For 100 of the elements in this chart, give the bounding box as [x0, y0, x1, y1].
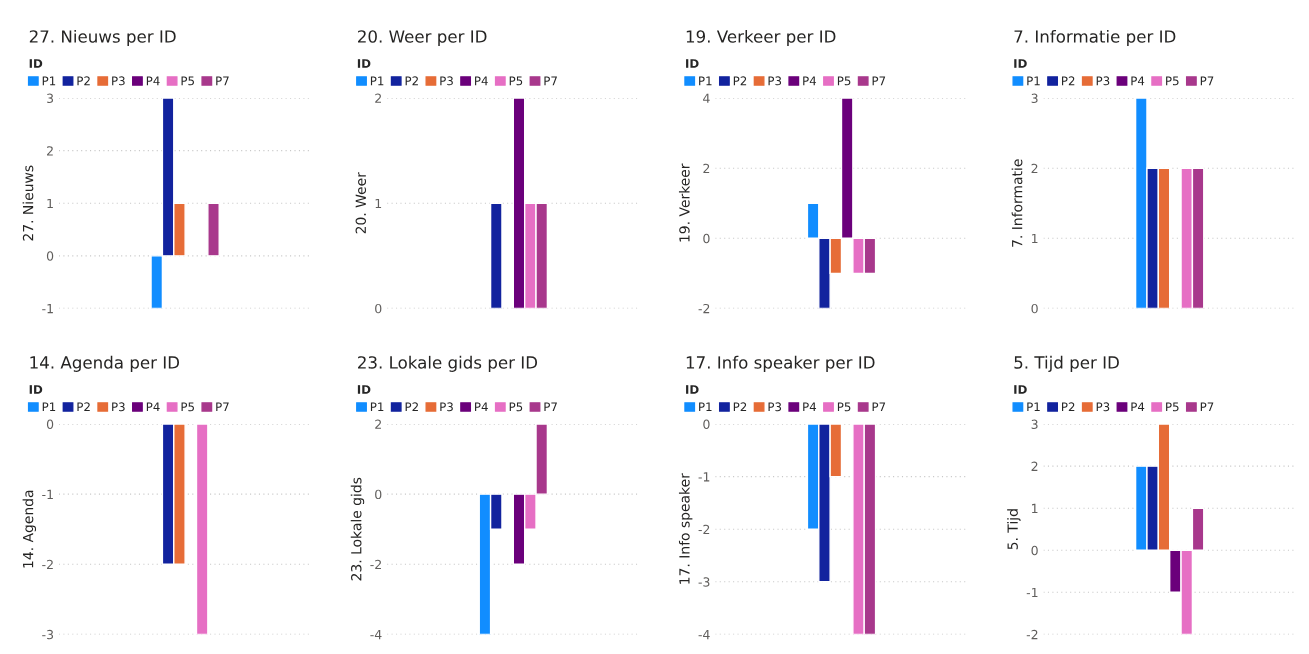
legend-label: P5 [837, 402, 851, 412]
y-tick-label: -1 [698, 472, 710, 482]
y-tick-label: 2 [375, 419, 381, 429]
legend-label: P3 [440, 402, 453, 412]
y-tick-label: 0 [703, 233, 710, 244]
legend-label: P7 [216, 76, 229, 86]
y-tick-label: 0 [46, 419, 54, 429]
legend-title: ID [29, 385, 43, 394]
legend-label: P1 [699, 402, 712, 412]
chart-title: 17. Info speaker per ID [686, 355, 875, 372]
chart-title: 19. Verkeer per ID [686, 29, 836, 47]
y-tick-label: 1 [1032, 503, 1038, 513]
y-tick-label: 2 [1031, 461, 1038, 471]
y-tick-label: 3 [47, 93, 54, 104]
legend-label: P2 [1062, 76, 1075, 86]
legend-title: ID [1014, 385, 1027, 394]
legend-title: ID [1014, 59, 1027, 68]
y-tick-label: 1 [47, 198, 53, 208]
y-tick-label: 4 [703, 93, 710, 103]
chart-title: 20. Weer per ID [358, 30, 487, 47]
legend-label: P1 [1027, 76, 1040, 86]
y-axis-title: 5. Tijd [1007, 509, 1021, 550]
y-tick-label: 2 [1031, 163, 1038, 173]
y-tick-label: 0 [1031, 303, 1038, 314]
legend-label: P2 [405, 402, 418, 412]
legend-label: P3 [112, 76, 125, 86]
legend-title: ID [686, 385, 699, 394]
y-tick-label: -1 [1026, 587, 1038, 598]
legend-label: P3 [1096, 76, 1110, 86]
legend-label: P4 [803, 402, 817, 412]
y-tick-label: -1 [42, 304, 53, 314]
y-tick-label: 0 [375, 303, 382, 314]
legend-title: ID [686, 59, 699, 68]
legend-label: P3 [1096, 402, 1110, 412]
legend-label: P2 [1062, 402, 1075, 412]
legend-label: P4 [146, 76, 160, 86]
legend-label: P2 [405, 76, 418, 86]
y-axis-title: 20. Weer [355, 172, 367, 234]
y-tick-label: 2 [47, 146, 53, 156]
y-tick-label: -1 [42, 489, 53, 499]
legend-label: P7 [216, 402, 229, 412]
y-tick-label: -4 [698, 630, 710, 640]
y-tick-label: 1 [1032, 233, 1038, 244]
y-tick-label: -2 [698, 303, 710, 314]
y-axis-title: 17. Info speaker [678, 473, 693, 584]
chart-title: 14. Agenda per ID [30, 355, 180, 372]
legend-label: P4 [146, 402, 160, 412]
y-axis-title: 7. Informatie [1011, 159, 1023, 247]
legend-label: P4 [803, 76, 817, 86]
y-axis-title: 19. Verkeer [678, 163, 690, 242]
y-tick-label: 3 [1031, 419, 1038, 429]
y-axis-title: 23. Lokale gids [350, 477, 365, 581]
legend-title: ID [29, 59, 43, 68]
chart-title: 23. Lokale gids per ID [358, 355, 538, 372]
chart-title: 27. Nieuws per ID [29, 29, 176, 47]
legend-label: P7 [544, 402, 557, 412]
legend-label: P4 [1131, 76, 1145, 86]
legend-label: P3 [768, 76, 782, 86]
y-tick-label: -2 [42, 559, 53, 570]
y-tick-label: -2 [1026, 629, 1038, 640]
legend-label: P5 [1166, 402, 1179, 412]
y-tick-label: -3 [698, 577, 710, 587]
y-tick-label: -4 [370, 630, 382, 640]
legend-label: P1 [370, 402, 384, 412]
legend-label: P2 [77, 402, 90, 412]
y-tick-label: -2 [370, 559, 381, 570]
chart-title: 5. Tijd per ID [1014, 355, 1119, 372]
legend-label: P3 [440, 76, 453, 86]
y-tick-label: 0 [703, 419, 710, 429]
y-tick-label: 1 [375, 198, 382, 208]
y-axis-title: 14. Agenda [22, 490, 37, 568]
legend-label: P1 [699, 76, 712, 86]
bar [207, 202, 220, 257]
legend-label: P7 [872, 402, 886, 412]
legend-label: P2 [733, 76, 747, 86]
y-tick-label: 3 [1031, 93, 1038, 104]
legend-title: ID [357, 59, 371, 68]
y-tick-label: -3 [42, 629, 54, 640]
legend-label: P1 [1027, 402, 1040, 412]
legend-label: P7 [1200, 76, 1214, 86]
y-tick-label: 0 [46, 251, 54, 261]
y-tick-label: 2 [375, 93, 381, 103]
legend-label: P4 [475, 76, 488, 86]
y-tick-label: 2 [703, 163, 710, 173]
y-tick-label: 0 [1031, 545, 1038, 556]
y-tick-label: -2 [698, 524, 710, 534]
legend-label: P5 [509, 402, 523, 412]
legend-label: P5 [509, 76, 523, 86]
y-axis-title: 27. Nieuws [22, 165, 34, 241]
legend-label: P7 [544, 76, 557, 86]
legend-label: P5 [1166, 76, 1179, 86]
legend-label: P4 [475, 402, 488, 412]
legend-label: P7 [872, 76, 886, 86]
legend-label: P1 [370, 76, 384, 86]
legend-label: P7 [1200, 402, 1214, 412]
legend-label: P4 [1131, 402, 1145, 412]
legend-label: P5 [181, 76, 194, 86]
legend-label: P2 [733, 402, 747, 412]
legend-label: P5 [181, 402, 194, 412]
legend-label: P1 [42, 76, 56, 86]
